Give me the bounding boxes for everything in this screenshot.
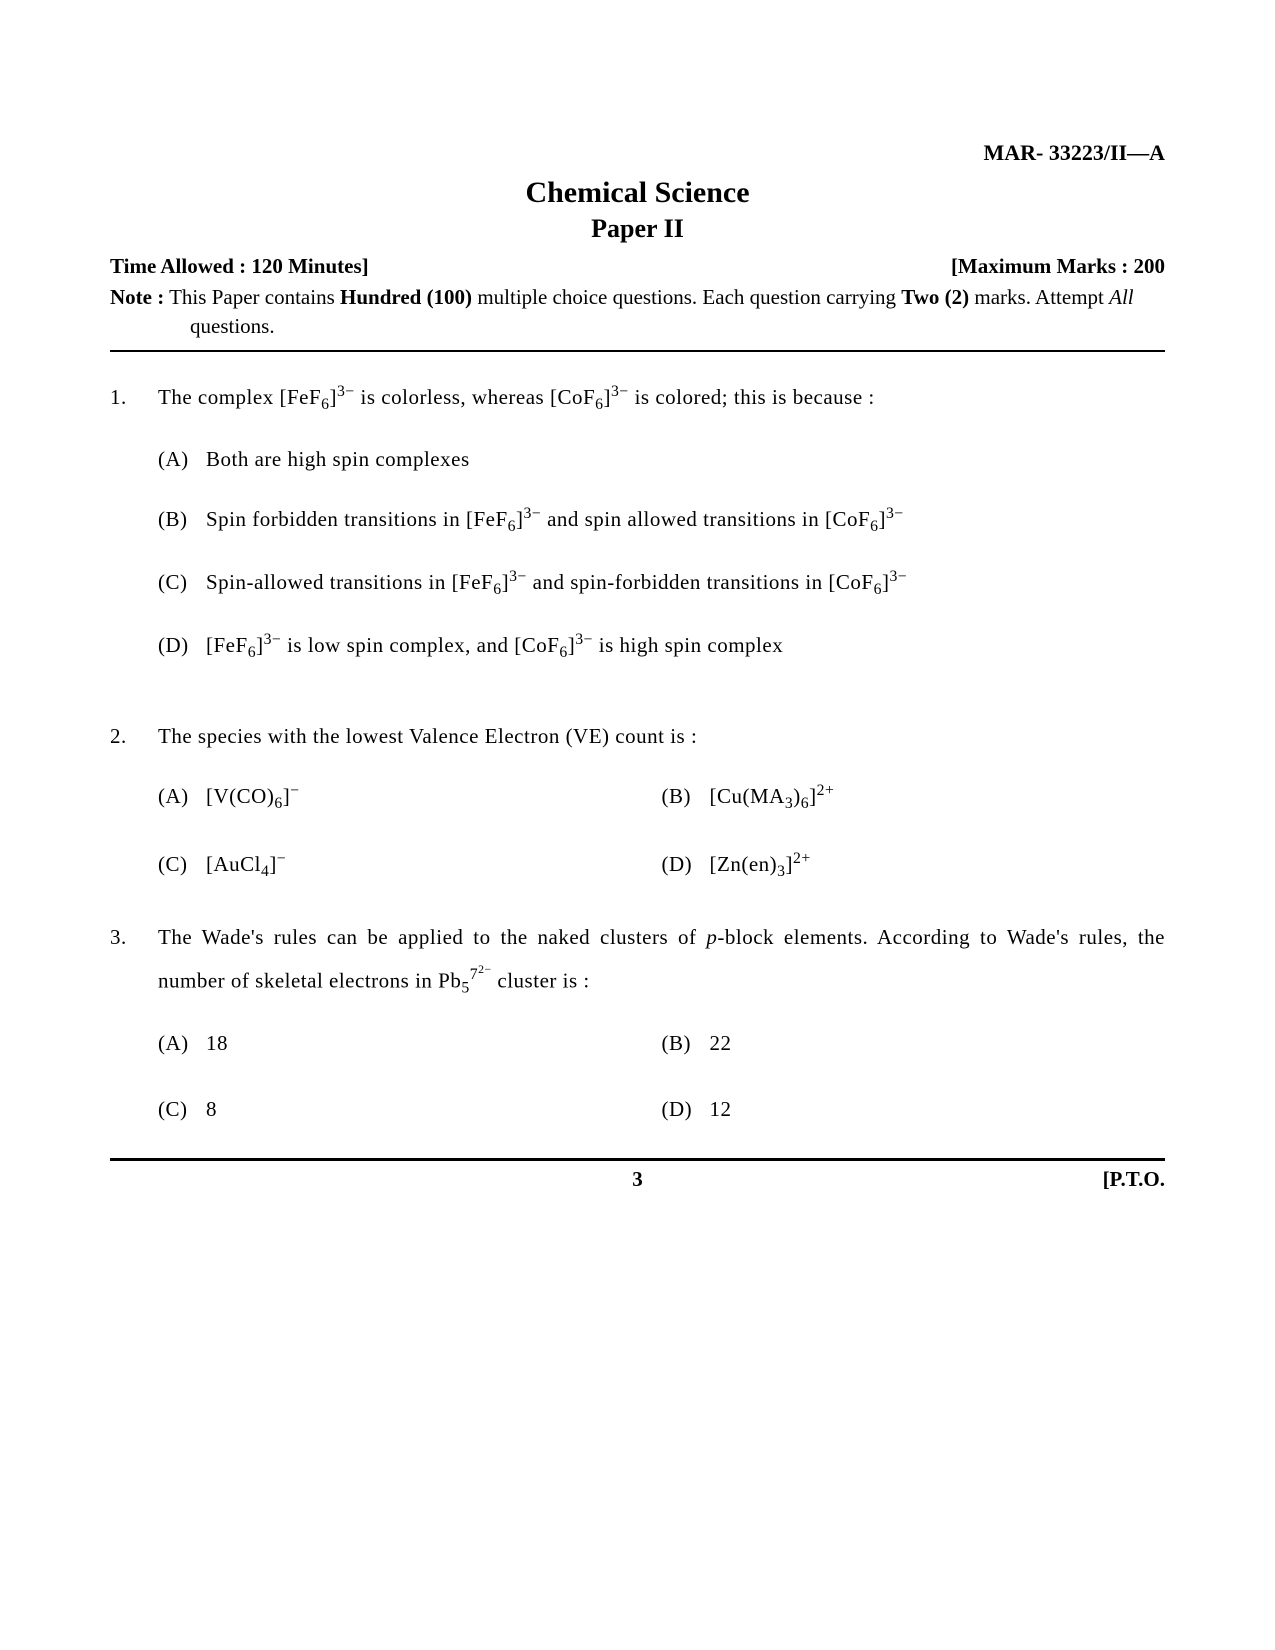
question-number: 2. xyxy=(110,715,158,888)
options: (A)18(B)22(C)8(D)12 xyxy=(158,1022,1165,1130)
option-label: (A) xyxy=(158,438,206,480)
note-italic: All xyxy=(1109,285,1134,309)
paper-code: MAR- 33223/II—A xyxy=(110,140,1165,166)
page-number: 3 xyxy=(632,1167,643,1192)
question: 1.The complex [FeF6]3− is colorless, whe… xyxy=(110,376,1165,687)
note-label: Note : xyxy=(110,285,164,309)
paper-subtitle: Paper II xyxy=(110,214,1165,244)
option-label: (D) xyxy=(662,1088,710,1130)
note-text-4: questions. xyxy=(190,314,275,338)
paper-title: Chemical Science xyxy=(110,176,1165,210)
option-label: (C) xyxy=(158,1088,206,1130)
option-text: [Cu(MA3)6]2+ xyxy=(710,775,835,820)
note-text-1: This Paper contains xyxy=(169,285,340,309)
header-rule xyxy=(110,350,1165,352)
question-body: The Wade's rules can be applied to the n… xyxy=(158,916,1165,1130)
option-text: 18 xyxy=(206,1022,228,1064)
option-text: 12 xyxy=(710,1088,732,1130)
question-body: The species with the lowest Valence Elec… xyxy=(158,715,1165,888)
option: (B)[Cu(MA3)6]2+ xyxy=(662,775,1166,820)
question-number: 3. xyxy=(110,916,158,1130)
page-footer: 3 [P.T.O. xyxy=(110,1167,1165,1192)
exam-page: MAR- 33223/II—A Chemical Science Paper I… xyxy=(0,0,1275,1650)
question-stem: The complex [FeF6]3− is colorless, where… xyxy=(158,376,1165,421)
maximum-marks: [Maximum Marks : 200 xyxy=(951,254,1165,279)
option-label: (A) xyxy=(158,1022,206,1064)
option-text: Spin forbidden transitions in [FeF6]3− a… xyxy=(206,498,1165,543)
option-text: 8 xyxy=(206,1088,217,1130)
option: (D)[Zn(en)3]2+ xyxy=(662,843,1166,888)
options: (A)Both are high spin complexes(B)Spin f… xyxy=(158,438,1165,668)
question-number: 1. xyxy=(110,376,158,687)
option-label: (A) xyxy=(158,775,206,820)
note-text-2: multiple choice questions. Each question… xyxy=(472,285,901,309)
question-stem: The species with the lowest Valence Elec… xyxy=(158,715,1165,757)
option-label: (B) xyxy=(662,775,710,820)
note-bold-2: Two (2) xyxy=(901,285,969,309)
option-label: (D) xyxy=(662,843,710,888)
option-text: 22 xyxy=(710,1022,732,1064)
time-allowed: Time Allowed : 120 Minutes] xyxy=(110,254,369,279)
option-text: Both are high spin complexes xyxy=(206,438,1165,480)
option-text: [V(CO)6]− xyxy=(206,775,300,820)
option-label: (C) xyxy=(158,561,206,606)
question: 2.The species with the lowest Valence El… xyxy=(110,715,1165,888)
option-label: (B) xyxy=(158,498,206,543)
option: (C)[AuCl4]− xyxy=(158,843,662,888)
option: (B)Spin forbidden transitions in [FeF6]3… xyxy=(158,498,1165,543)
option: (A)Both are high spin complexes xyxy=(158,438,1165,480)
note-text-3: marks. Attempt xyxy=(969,285,1109,309)
option-label: (D) xyxy=(158,624,206,669)
option-label: (B) xyxy=(662,1022,710,1064)
option: (B)22 xyxy=(662,1022,1166,1064)
option-text: [AuCl4]− xyxy=(206,843,286,888)
footer-pto: [P.T.O. xyxy=(1103,1167,1165,1192)
time-marks-row: Time Allowed : 120 Minutes] [Maximum Mar… xyxy=(110,254,1165,279)
question-body: The complex [FeF6]3− is colorless, where… xyxy=(158,376,1165,687)
note-bold-1: Hundred (100) xyxy=(340,285,472,309)
option: (D)12 xyxy=(662,1088,1166,1130)
question-stem: The Wade's rules can be applied to the n… xyxy=(158,916,1165,1004)
option: (A)[V(CO)6]− xyxy=(158,775,662,820)
option: (A)18 xyxy=(158,1022,662,1064)
option-text: [Zn(en)3]2+ xyxy=(710,843,811,888)
option: (C)Spin-allowed transitions in [FeF6]3− … xyxy=(158,561,1165,606)
option-text: [FeF6]3− is low spin complex, and [CoF6]… xyxy=(206,624,1165,669)
note-line: Note : This Paper contains Hundred (100)… xyxy=(110,283,1165,342)
option-label: (C) xyxy=(158,843,206,888)
questions-container: 1.The complex [FeF6]3− is colorless, whe… xyxy=(110,376,1165,1130)
option: (D)[FeF6]3− is low spin complex, and [Co… xyxy=(158,624,1165,669)
option: (C)8 xyxy=(158,1088,662,1130)
option-text: Spin-allowed transitions in [FeF6]3− and… xyxy=(206,561,1165,606)
question: 3.The Wade's rules can be applied to the… xyxy=(110,916,1165,1130)
footer-rule xyxy=(110,1158,1165,1161)
options: (A)[V(CO)6]−(B)[Cu(MA3)6]2+(C)[AuCl4]−(D… xyxy=(158,775,1165,888)
